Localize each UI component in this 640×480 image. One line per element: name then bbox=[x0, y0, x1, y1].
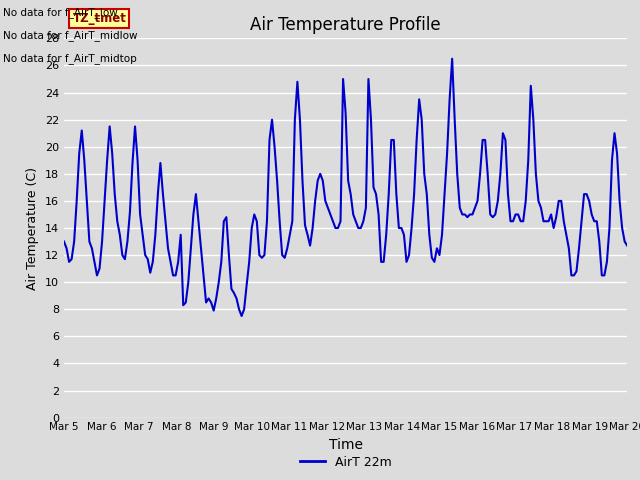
Text: No data for f_AirT_low: No data for f_AirT_low bbox=[3, 7, 118, 18]
X-axis label: Time: Time bbox=[328, 438, 363, 452]
Y-axis label: Air Temperature (C): Air Temperature (C) bbox=[26, 167, 39, 289]
Legend: AirT 22m: AirT 22m bbox=[295, 451, 396, 474]
Text: TZ_tmet: TZ_tmet bbox=[72, 12, 126, 25]
Text: No data for f_AirT_midtop: No data for f_AirT_midtop bbox=[3, 53, 137, 64]
Text: No data for f_AirT_midlow: No data for f_AirT_midlow bbox=[3, 30, 138, 41]
Title: Air Temperature Profile: Air Temperature Profile bbox=[250, 16, 441, 34]
